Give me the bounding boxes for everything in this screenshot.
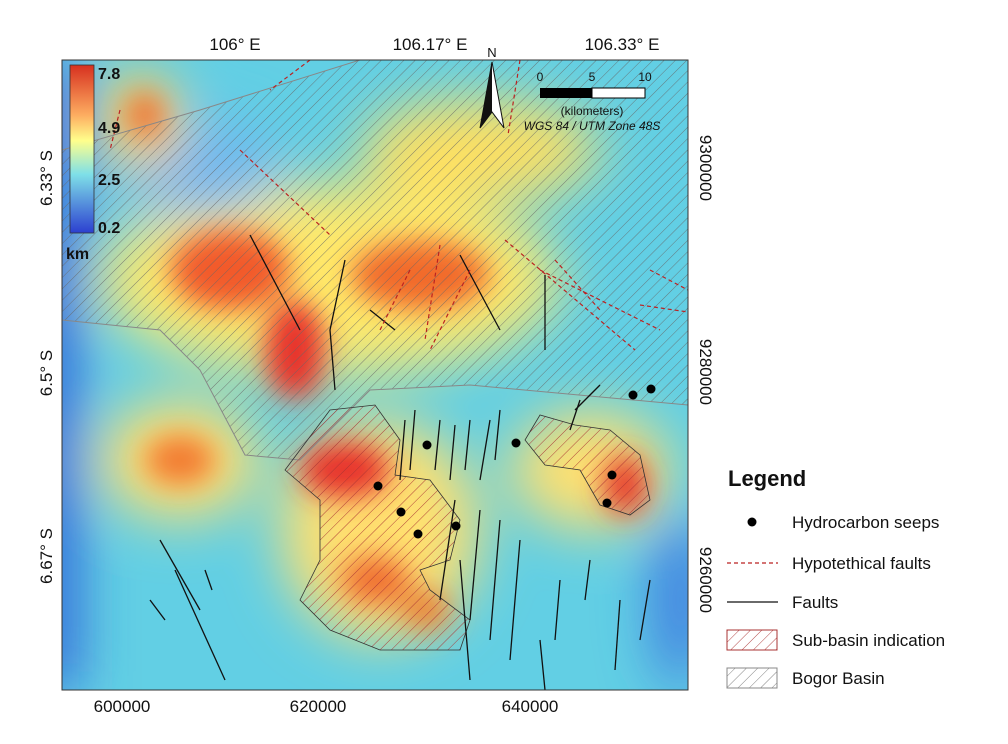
legend-item: Faults [792,593,838,612]
faults [149,234,651,690]
scale-unit: (kilometers) [561,104,624,118]
north-label: N [487,45,496,60]
colorbar [69,64,95,234]
hydrocarbon-seeps [373,384,656,539]
bottom-tick: 640000 [502,697,559,716]
legend-seep [747,517,757,527]
seep [373,481,383,491]
sub-basin [524,414,651,516]
left-tick: 6.33° S [37,150,56,206]
colorbar-unit: km [66,246,89,263]
seep [451,521,461,531]
legend-title: Legend [728,466,806,491]
map-area [62,60,688,690]
colorbar-label: 2.5 [98,172,120,189]
left-tick: 6.5° S [37,350,56,397]
colorbar-label: 7.8 [98,66,120,83]
right-tick: 9300000 [696,135,715,201]
legend-bogor [726,667,778,689]
right-tick: 9280000 [696,339,715,405]
colorbar-label: 4.9 [98,120,120,137]
legend-subbasin [726,629,778,651]
legend-item: Bogor Basin [792,669,885,688]
seep [646,384,656,394]
top-tick: 106.33° E [585,35,660,54]
top-tick: 106° E [209,35,260,54]
seep [511,438,521,448]
seep [413,529,423,539]
left-tick: 6.67° S [37,528,56,584]
seep [607,470,617,480]
hypothetical-faults [109,60,688,351]
sub-basin [284,404,471,651]
scale-bar-black [540,88,592,98]
right-tick: 9260000 [696,547,715,613]
seep [422,440,432,450]
north-arrow-half [480,62,492,128]
legend-item: Sub-basin indication [792,631,945,650]
projection: WGS 84 / UTM Zone 48S [524,119,661,133]
bottom-tick: 600000 [94,697,151,716]
seep [396,507,406,517]
scale-label: 0 [537,70,544,84]
seep [628,390,638,400]
legend: Legend Hydrocarbon seeps Hypotethical fa… [726,466,945,689]
scale-label: 10 [638,70,652,84]
colorbar-label: 0.2 [98,220,120,237]
scale-bar-white [591,87,646,99]
top-tick: 106.17° E [393,35,468,54]
legend-item: Hypotethical faults [792,554,931,573]
legend-item: Hydrocarbon seeps [792,513,939,532]
seep [602,498,612,508]
map-frame [61,59,689,691]
bottom-tick: 620000 [290,697,347,716]
scale-label: 5 [589,70,596,84]
